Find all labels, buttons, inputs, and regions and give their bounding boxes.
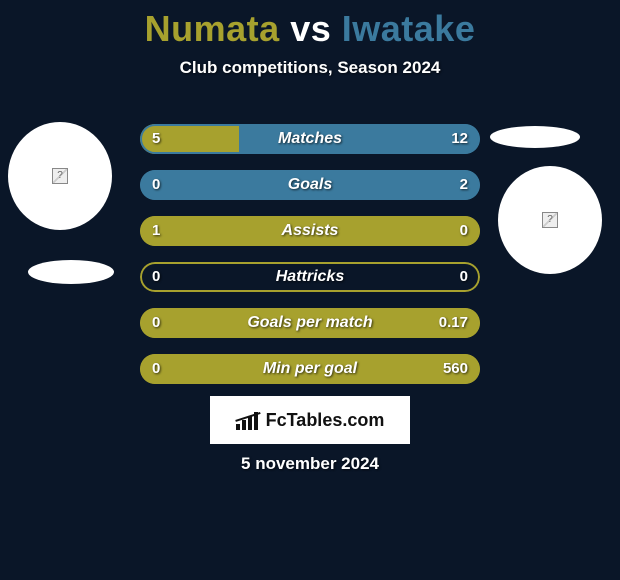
stat-label: Assists bbox=[140, 216, 480, 246]
stat-label: Min per goal bbox=[140, 354, 480, 384]
page-title: Numata vs Iwatake bbox=[0, 0, 620, 50]
stat-row: 512Matches bbox=[140, 124, 480, 154]
stats-container: 512Matches 02Goals 10Assists 00Hattricks 00.… bbox=[140, 124, 480, 400]
brand-text: FcTables.com bbox=[266, 410, 385, 431]
brand-badge: FcTables.com bbox=[210, 396, 410, 444]
image-placeholder-icon bbox=[52, 168, 68, 184]
player1-shadow bbox=[28, 260, 114, 284]
title-vs: vs bbox=[290, 8, 331, 49]
chart-logo-icon bbox=[236, 410, 260, 430]
stat-row: 00.17Goals per match bbox=[140, 308, 480, 338]
stat-label: Hattricks bbox=[140, 262, 480, 292]
stat-label: Goals bbox=[140, 170, 480, 200]
stat-row: 10Assists bbox=[140, 216, 480, 246]
stat-row: 02Goals bbox=[140, 170, 480, 200]
title-player2: Iwatake bbox=[342, 8, 476, 49]
image-placeholder-icon bbox=[542, 212, 558, 228]
subtitle: Club competitions, Season 2024 bbox=[0, 58, 620, 78]
player1-avatar bbox=[8, 122, 112, 230]
date-text: 5 november 2024 bbox=[0, 454, 620, 474]
player2-shadow bbox=[490, 126, 580, 148]
player2-avatar bbox=[498, 166, 602, 274]
stat-label: Matches bbox=[140, 124, 480, 154]
title-player1: Numata bbox=[145, 8, 280, 49]
stat-label: Goals per match bbox=[140, 308, 480, 338]
stat-row: 00Hattricks bbox=[140, 262, 480, 292]
stat-row: 0560Min per goal bbox=[140, 354, 480, 384]
